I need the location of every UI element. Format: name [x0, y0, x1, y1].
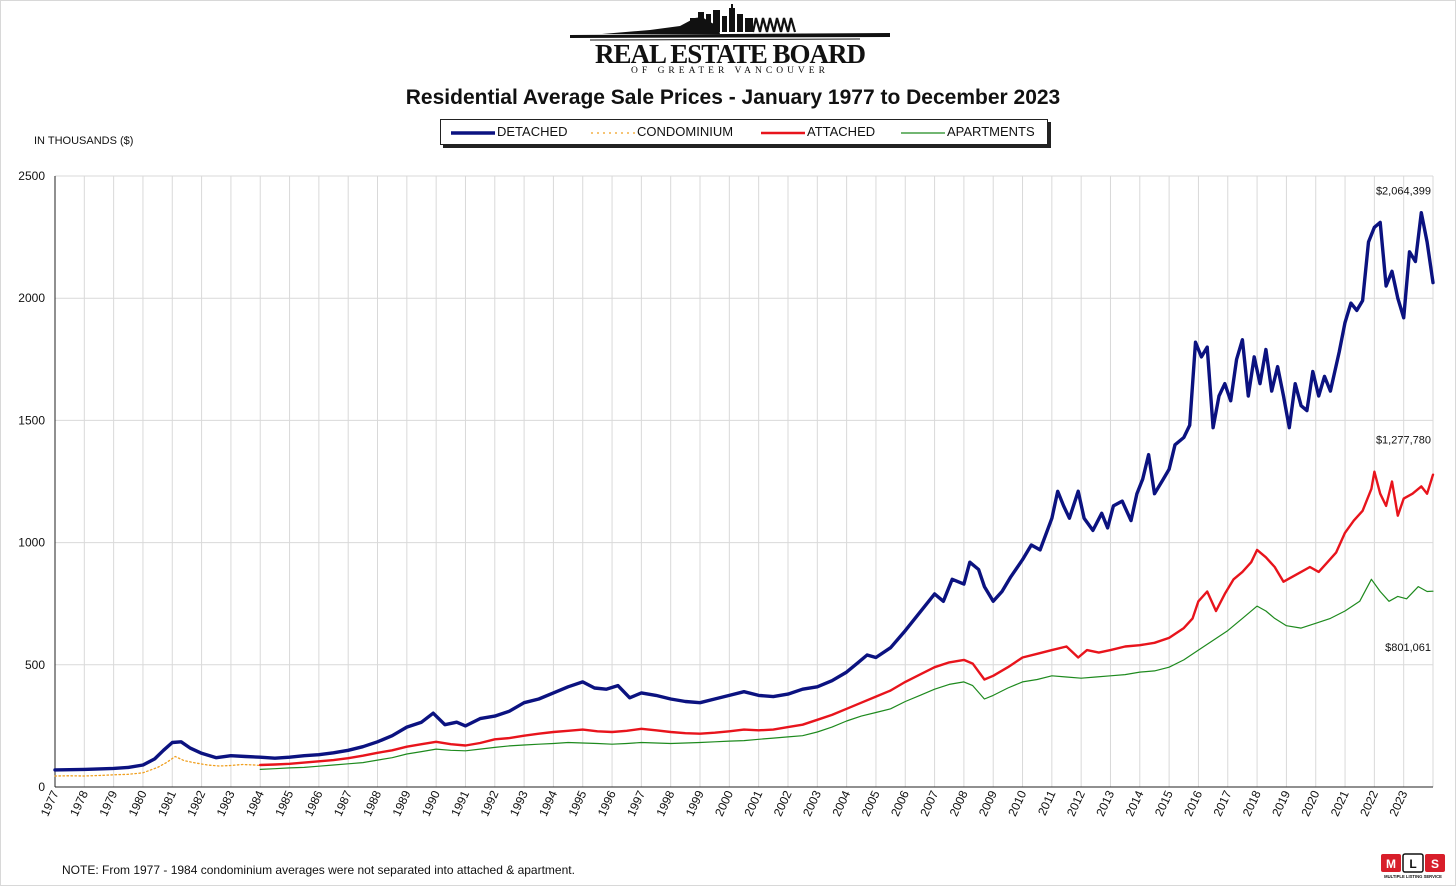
y-axis-unit-label: IN THOUSANDS ($) [34, 135, 134, 147]
y-tick-label: 2500 [18, 169, 45, 183]
y-tick-label: 0 [38, 780, 45, 794]
x-tick-label: 2021 [1328, 788, 1352, 818]
x-tick-label: 2018 [1240, 788, 1264, 818]
legend-label-apartments: APARTMENTS [947, 124, 1035, 139]
series-line-attached [259, 470, 1435, 767]
legend-label-attached: ATTACHED [807, 124, 876, 139]
x-tick-label: 1998 [653, 788, 677, 818]
x-tick-label: 2014 [1123, 788, 1147, 818]
legend-item-condominium: CONDOMINIUM [589, 120, 733, 144]
x-tick-label: 2005 [859, 788, 883, 818]
mls-letter-s: S [1431, 857, 1439, 871]
x-tick-label: 1979 [96, 788, 120, 818]
legend-item-apartments: APARTMENTS [899, 120, 1035, 144]
legend-item-detached: DETACHED [449, 120, 568, 144]
footnote: NOTE: From 1977 - 1984 condominium avera… [62, 863, 575, 877]
x-tick-label: 1987 [331, 788, 355, 818]
mls-logo: M L S MULTIPLE LISTING SERVICE [1380, 853, 1446, 879]
x-tick-label: 1980 [126, 788, 150, 818]
skyline-icon [570, 4, 890, 41]
x-tick-label: 2001 [741, 788, 765, 818]
x-tick-label: 1992 [478, 788, 502, 818]
x-tick-label: 1982 [184, 788, 208, 818]
legend-item-attached: ATTACHED [759, 120, 875, 144]
x-tick-label: 2015 [1152, 788, 1176, 818]
legend-label-detached: DETACHED [497, 124, 568, 139]
x-tick-label: 1991 [448, 788, 472, 818]
y-tick-label: 500 [25, 658, 45, 672]
x-tick-label: 1997 [624, 788, 648, 818]
x-tick-label: 1985 [272, 788, 296, 818]
x-tick-label: 2009 [976, 788, 1000, 818]
x-tick-label: 2012 [1064, 788, 1088, 818]
x-tick-label: 2004 [829, 788, 853, 818]
x-tick-label: 1981 [155, 788, 179, 818]
series-line-detached [53, 210, 1435, 772]
x-tick-label: 1978 [67, 788, 91, 818]
x-tick-label: 1983 [214, 788, 238, 818]
x-tick-label: 2020 [1298, 788, 1322, 818]
x-tick-label: 1993 [507, 788, 531, 818]
legend-label-condominium: CONDOMINIUM [637, 124, 734, 139]
x-tick-label: 2016 [1181, 788, 1205, 818]
x-tick-label: 2008 [947, 788, 971, 818]
y-tick-label: 2000 [18, 291, 45, 305]
mls-caption: MULTIPLE LISTING SERVICE [1384, 874, 1442, 879]
end-value-label-attached: $1,277,780 [1376, 435, 1431, 447]
chart-title: Residential Average Sale Prices - Januar… [405, 86, 1061, 109]
series-line-apartments [259, 578, 1434, 771]
logo-subtitle: OF GREATER VANCOUVER [631, 66, 829, 76]
x-tick-label: 1999 [683, 788, 707, 818]
y-tick-label: 1500 [18, 413, 45, 427]
end-value-label-apartments: $801,061 [1385, 642, 1431, 654]
x-tick-label: 2022 [1357, 788, 1381, 818]
x-tick-label: 2000 [712, 788, 736, 818]
real-estate-board-logo: REAL ESTATE BOARD OF GREATER VANCOUVER [560, 4, 900, 76]
mls-badge-icon: M L S MULTIPLE LISTING SERVICE [1381, 853, 1445, 879]
end-value-label-detached: $2,064,399 [1376, 186, 1431, 198]
x-tick-label: 1984 [243, 788, 267, 818]
logo-name: REAL ESTATE BOARD [594, 39, 866, 69]
x-tick-label: 1986 [302, 788, 326, 818]
x-tick-label: 2017 [1211, 788, 1235, 818]
mls-letter-m: M [1386, 857, 1396, 871]
x-tick-label: 1989 [390, 788, 414, 818]
legend-swatch-condominium [591, 131, 635, 134]
x-tick-label: 2013 [1093, 788, 1117, 818]
x-tick-label: 1990 [419, 788, 443, 818]
x-tick-label: 1995 [565, 788, 589, 818]
x-tick-label: 1996 [595, 788, 619, 818]
legend: DETACHED CONDOMINIUM ATTACHED APARTMENTS [440, 119, 1048, 145]
x-tick-label: 2023 [1386, 788, 1410, 818]
x-tick-label: 2019 [1269, 788, 1293, 818]
y-tick-label: 1000 [18, 536, 45, 550]
legend-swatch-apartments [901, 131, 945, 134]
legend-swatch-detached [451, 130, 495, 135]
x-tick-label: 2006 [888, 788, 912, 818]
x-tick-label: 1994 [536, 788, 560, 818]
x-tick-label: 2002 [771, 788, 795, 818]
x-tick-label: 2010 [1005, 788, 1029, 818]
legend-swatch-attached [761, 131, 805, 134]
x-tick-label: 2003 [800, 788, 824, 818]
x-tick-label: 2007 [917, 788, 941, 818]
series-line-condominium [54, 755, 261, 777]
mls-letter-l: L [1409, 857, 1416, 871]
x-tick-label: 1988 [360, 788, 384, 818]
x-tick-label: 2011 [1035, 788, 1059, 818]
